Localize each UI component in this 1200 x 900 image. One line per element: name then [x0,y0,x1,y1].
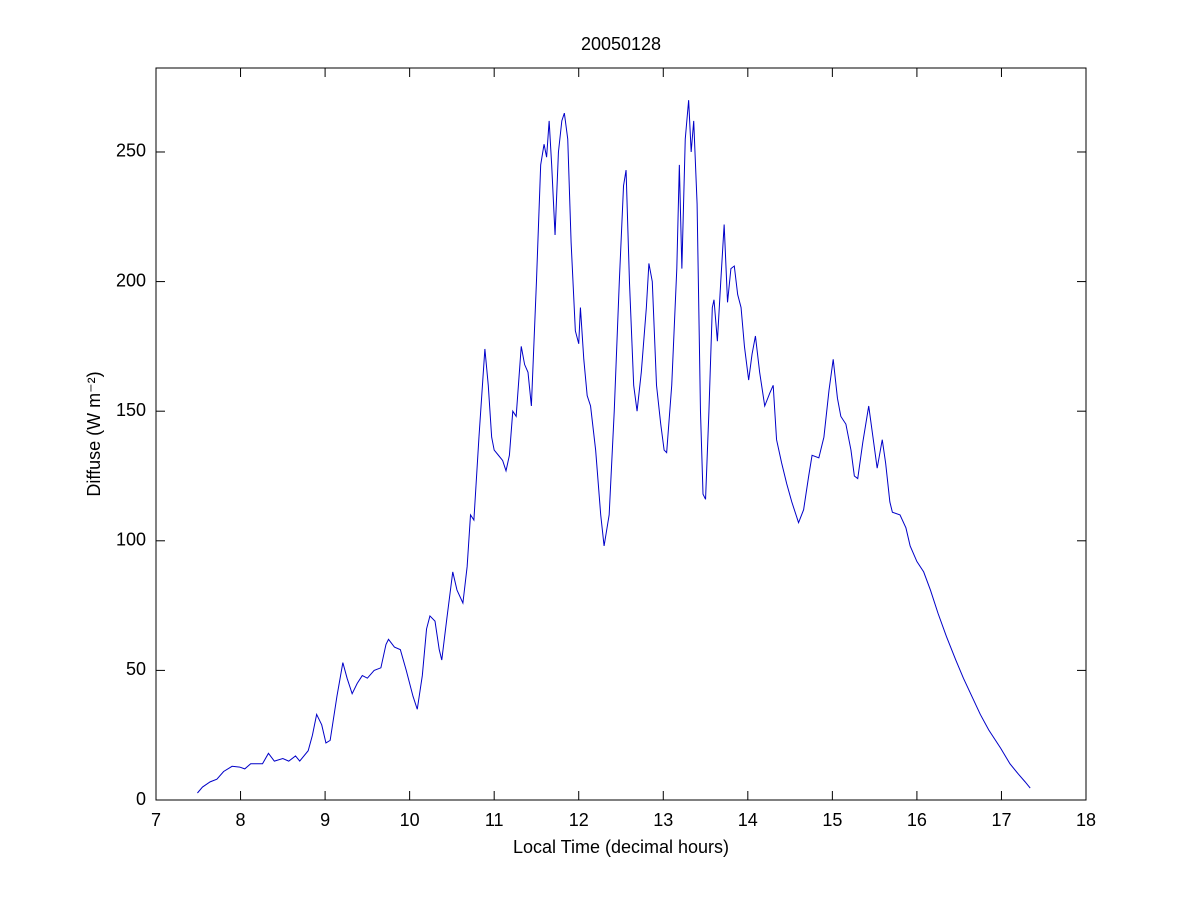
x-tick-label: 18 [1076,810,1096,830]
data-line [197,100,1031,794]
x-tick-label: 12 [569,810,589,830]
x-tick-label: 15 [822,810,842,830]
x-tick-label: 11 [485,810,504,830]
x-tick-label: 7 [151,810,161,830]
x-tick-label: 10 [400,810,420,830]
y-tick-label: 250 [116,141,146,161]
x-tick-label: 9 [320,810,330,830]
x-tick-label: 17 [991,810,1011,830]
x-tick-label: 14 [738,810,758,830]
y-tick-label: 50 [126,659,146,679]
x-tick-label: 8 [236,810,246,830]
plot-frame [155,67,1087,801]
y-tick-label: 0 [136,789,146,809]
x-tick-label: 16 [907,810,927,830]
chart-title: 20050128 [581,34,661,54]
y-tick-label: 200 [116,270,146,290]
x-axis-label: Local Time (decimal hours) [513,837,729,857]
y-tick-label: 100 [116,530,146,550]
y-axis-label: Diffuse (W m⁻²) [84,371,104,496]
y-tick-label: 150 [116,400,146,420]
x-tick-label: 13 [653,810,673,830]
